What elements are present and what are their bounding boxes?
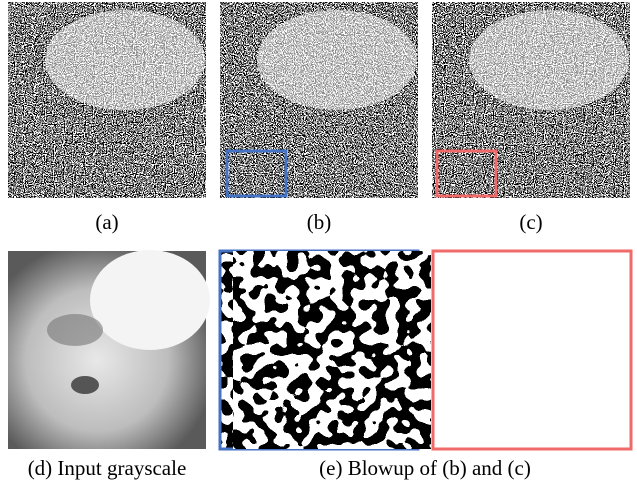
caption: (d) Input grayscale: [28, 456, 187, 480]
panel-a: [8, 2, 206, 198]
panel-c: [432, 2, 630, 198]
caption: (b): [307, 210, 332, 234]
figure: (a) (b) (c) (d) Input grayscale (e) Blow…: [0, 0, 637, 486]
panel-b: [220, 2, 418, 198]
caption: (a): [95, 210, 118, 234]
panel-d: [8, 250, 210, 449]
panel-e-right: [233, 251, 631, 449]
caption: (e) Blowup of (b) and (c): [319, 456, 531, 480]
caption: (c): [519, 210, 542, 234]
